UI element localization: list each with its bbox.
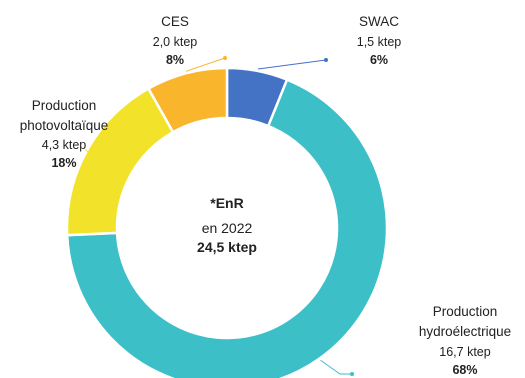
slice-label-hydroelectrique-name-1: Production xyxy=(433,304,498,319)
slice-label-swac: SWAC 1,5 ktep 6% xyxy=(357,14,402,67)
slice-label-hydroelectrique-name-2: hydroélectrique xyxy=(419,324,511,339)
leader-dot-production-photovoltaique xyxy=(98,162,102,166)
center-label: *EnR en 2022 24,5 ktep xyxy=(197,195,257,255)
leader-line-production-photovoltaique xyxy=(84,149,101,165)
center-label-line-3: 24,5 ktep xyxy=(197,239,257,255)
slice-label-ces-name: CES xyxy=(161,14,189,29)
slice-label-photovoltaique-value: 4,3 ktep xyxy=(42,138,87,152)
slice-label-hydroelectrique-value: 16,7 ktep xyxy=(439,345,490,359)
slice-ces xyxy=(146,66,229,134)
slice-label-swac-value: 1,5 ktep xyxy=(357,35,402,49)
slice-label-ces-value: 2,0 ktep xyxy=(153,35,198,49)
slice-label-swac-name: SWAC xyxy=(359,14,399,29)
donut-slices xyxy=(65,66,389,378)
slice-label-ces-percent: 8% xyxy=(166,53,184,67)
leader-dot-production-hydroelectrique xyxy=(350,372,354,376)
leader-dot-swac xyxy=(324,58,328,62)
slice-label-photovoltaique-name-2: photovoltaïque xyxy=(20,118,109,133)
leader-dot-ces xyxy=(223,56,227,60)
leader-line-production-hydroelectrique xyxy=(320,359,352,375)
slice-production-hydroelectrique xyxy=(65,78,389,378)
slice-label-photovoltaique-name-1: Production xyxy=(32,98,97,113)
leader-line-ces xyxy=(185,57,226,72)
slice-label-hydroelectrique: Production hydroélectrique 16,7 ktep 68% xyxy=(419,304,511,377)
slice-label-photovoltaique: Production photovoltaïque 4,3 ktep 18% xyxy=(20,98,109,170)
slice-label-swac-percent: 6% xyxy=(370,53,388,67)
center-label-line-1: *EnR xyxy=(210,195,243,211)
slice-label-photovoltaique-percent: 18% xyxy=(51,156,76,170)
leader-line-swac xyxy=(257,59,327,70)
leader-lines xyxy=(84,56,354,376)
slice-label-hydroelectrique-percent: 68% xyxy=(452,363,477,377)
center-label-line-2: en 2022 xyxy=(202,220,253,236)
slice-label-ces: CES 2,0 ktep 8% xyxy=(153,14,198,67)
